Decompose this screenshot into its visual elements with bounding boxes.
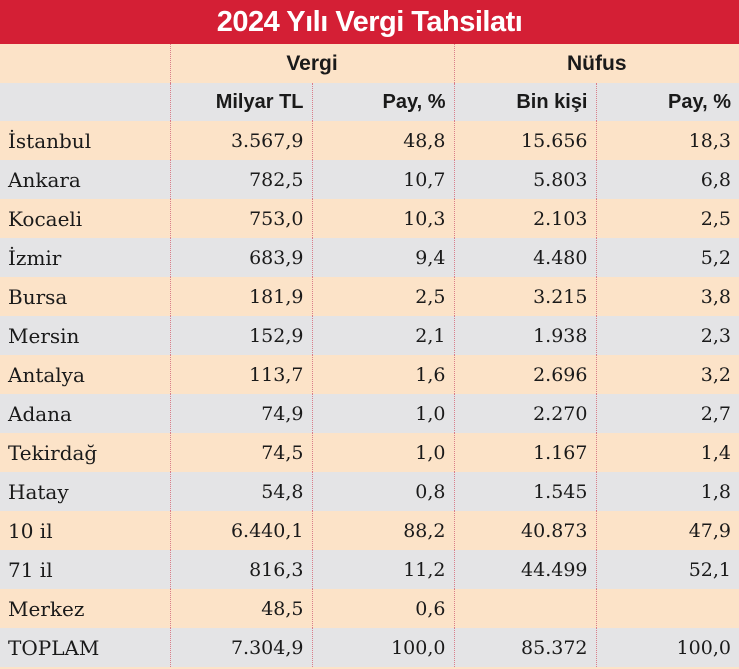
table-row: Tekirdağ 74,5 1,0 1.167 1,4 [0,433,739,472]
unit-header-row: Milyar TL Pay, % Bin kişi Pay, % [0,83,739,121]
tax-share: 10,3 [312,199,455,238]
tax-value: 113,7 [170,355,313,394]
tax-share: 11,2 [312,550,455,589]
province-name: 10 il [0,511,171,550]
population-share: 18,3 [688,129,731,152]
population-value: 15.656 [454,121,597,160]
population-value: 40.873 [454,511,597,550]
population-value: 2.696 [454,355,597,394]
population-share: 1,8 [700,480,731,503]
province-name: Adana [0,394,171,433]
population-value: 1.545 [454,472,597,511]
tax-share: 88,2 [312,511,455,550]
tax-share: 100,0 [312,628,455,667]
unit-corner-cell [0,83,171,121]
population-value: 2.103 [454,199,597,238]
tax-value: 6.440,1 [170,511,313,550]
table-row: Mersin 152,9 2,1 1.938 2,3 [0,316,739,355]
tax-value: 782,5 [170,160,313,199]
table-body: İstanbul 3.567,9 48,8 15.656 18,3 Ankara 782,5… [0,121,739,667]
population-share: 6,8 [700,168,731,191]
population-share [596,589,739,628]
province-name: Antalya [0,355,171,394]
province-name: İzmir [0,238,171,277]
unit-header-bin-kisi: Bin kişi [454,83,597,121]
province-name: Hatay [0,472,171,511]
tax-share: 2,5 [312,277,455,316]
population-value [454,589,597,628]
tax-share: 48,8 [312,121,455,160]
tax-value: 181,9 [170,277,313,316]
tax-share: 10,7 [312,160,455,199]
province-name: Mersin [0,316,171,355]
tax-value: 74,5 [170,433,313,472]
table-row: Hatay 54,8 0,8 1.545 1,8 [0,472,739,511]
province-name: Kocaeli [0,199,171,238]
province-name: Bursa [0,277,171,316]
population-share: 100,0 [676,636,731,659]
tax-value: 54,8 [170,472,313,511]
population-share: 52,1 [688,558,731,581]
tax-share: 0,6 [312,589,455,628]
population-share: 3,2 [700,363,731,386]
tax-value: 48,5 [170,589,313,628]
population-value: 2.270 [454,394,597,433]
table-row: Antalya 113,7 1,6 2.696 3,2 [0,355,739,394]
tax-value: 152,9 [170,316,313,355]
population-share: 5,2 [700,246,731,269]
tax-value: 816,3 [170,550,313,589]
table-row: 71 il 816,3 11,2 44.499 52,1 [0,550,739,589]
tax-share: 1,0 [312,394,455,433]
tax-value: 74,9 [170,394,313,433]
table-row: Bursa 181,9 2,5 3.215 3,8 [0,277,739,316]
population-value: 1.938 [454,316,597,355]
population-share: 1,4 [700,441,731,464]
population-value: 85.372 [454,628,597,667]
population-share: 47,9 [688,519,731,542]
province-name: TOPLAM [0,628,171,667]
corner-cell [0,44,171,83]
population-share: 3,8 [700,285,731,308]
tax-value: 753,0 [170,199,313,238]
table-row: TOPLAM 7.304,9 100,0 85.372 100,0 [0,628,739,667]
group-header-nufus: Nüfus [567,51,627,75]
tax-share: 0,8 [312,472,455,511]
table-title: 2024 Yılı Vergi Tahsilatı [0,0,739,44]
group-header-vergi: Vergi [170,44,455,83]
population-share: 2,5 [700,207,731,230]
province-name: 71 il [0,550,171,589]
tax-share: 1,6 [312,355,455,394]
table-row: İstanbul 3.567,9 48,8 15.656 18,3 [0,121,739,160]
table-row: Kocaeli 753,0 10,3 2.103 2,5 [0,199,739,238]
population-share: 2,7 [700,402,731,425]
tax-share: 2,1 [312,316,455,355]
province-name: İstanbul [0,121,171,160]
population-value: 1.167 [454,433,597,472]
tax-value: 7.304,9 [170,628,313,667]
unit-header-milyar-tl: Milyar TL [170,83,313,121]
tax-share: 9,4 [312,238,455,277]
population-value: 3.215 [454,277,597,316]
unit-header-pay-nufus: Pay, % [668,90,731,113]
table-row: Adana 74,9 1,0 2.270 2,7 [0,394,739,433]
population-value: 44.499 [454,550,597,589]
population-share: 2,3 [700,324,731,347]
tax-collection-table: Vergi Nüfus Milyar TL Pay, % Bin kişi Pa… [0,44,739,667]
table-row: Ankara 782,5 10,7 5.803 6,8 [0,160,739,199]
tax-value: 683,9 [170,238,313,277]
population-value: 5.803 [454,160,597,199]
tax-value: 3.567,9 [170,121,313,160]
table-row: Merkez 48,5 0,6 [0,589,739,628]
unit-header-pay-vergi: Pay, % [312,83,455,121]
province-name: Ankara [0,160,171,199]
table-row: 10 il 6.440,1 88,2 40.873 47,9 [0,511,739,550]
table-row: İzmir 683,9 9,4 4.480 5,2 [0,238,739,277]
province-name: Merkez [0,589,171,628]
group-header-row: Vergi Nüfus [0,44,739,83]
province-name: Tekirdağ [0,433,171,472]
tax-share: 1,0 [312,433,455,472]
population-value: 4.480 [454,238,597,277]
